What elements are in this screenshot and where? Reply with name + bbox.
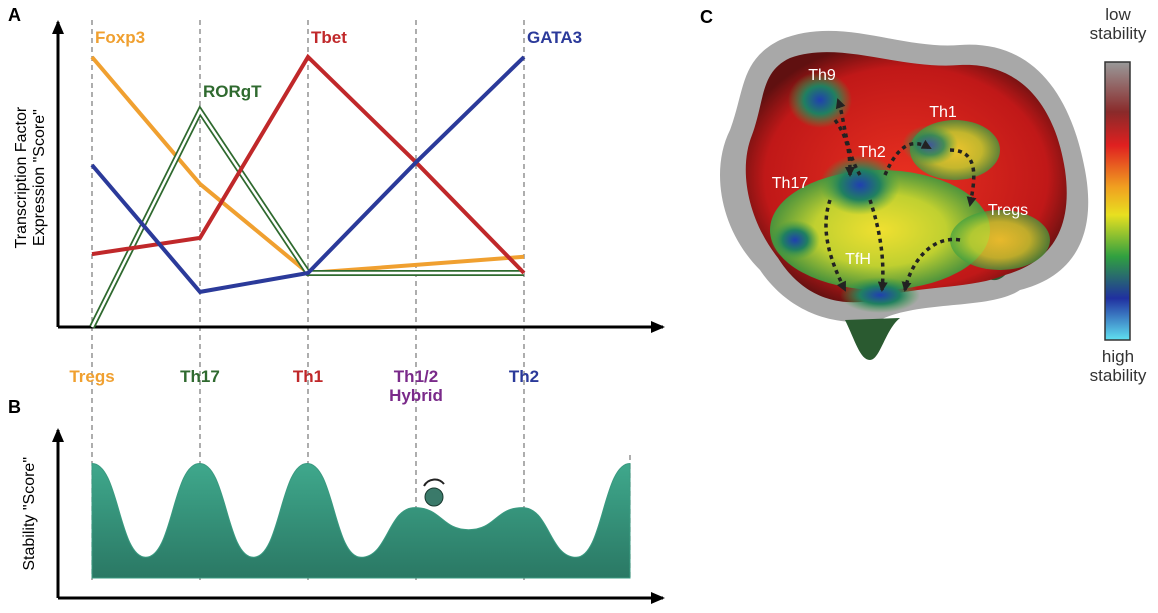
panel-letter: B [8,397,21,417]
panel-letter: A [8,5,21,25]
node-label: Th1 [929,104,957,121]
node-label: Tregs [988,202,1028,219]
node-label: Th17 [772,175,809,192]
node-label: Th9 [808,67,836,84]
node-label: TfH [845,251,871,268]
series-line [91,53,526,275]
x-tick-label: Th17 [180,367,220,386]
legend-label: Tbet [311,28,347,47]
landscape [720,30,1089,360]
guides [91,20,631,580]
panel-letter: C [700,7,713,27]
x-tick-label: Th1/2 Hybrid [389,367,443,405]
colorbar-label: low stability [1089,5,1147,43]
ball [423,478,445,507]
y-axis-label: Stability "Score" [21,456,39,571]
node-label: Th2 [858,144,886,161]
y-axis-label: Transcription Factor Expression "Score" [12,106,48,249]
x-tick-label: Th1 [292,367,324,386]
area [91,462,631,579]
x-tick-label: Th2 [508,367,540,386]
series-line [90,55,526,295]
x-tick-label: Tregs [69,367,115,386]
legend-label: RORgT [203,82,262,101]
legend-label: GATA3 [527,28,583,47]
legend-label: Foxp3 [95,28,146,47]
colorbar [1104,61,1131,341]
colorbar-label: high stability [1089,347,1147,385]
